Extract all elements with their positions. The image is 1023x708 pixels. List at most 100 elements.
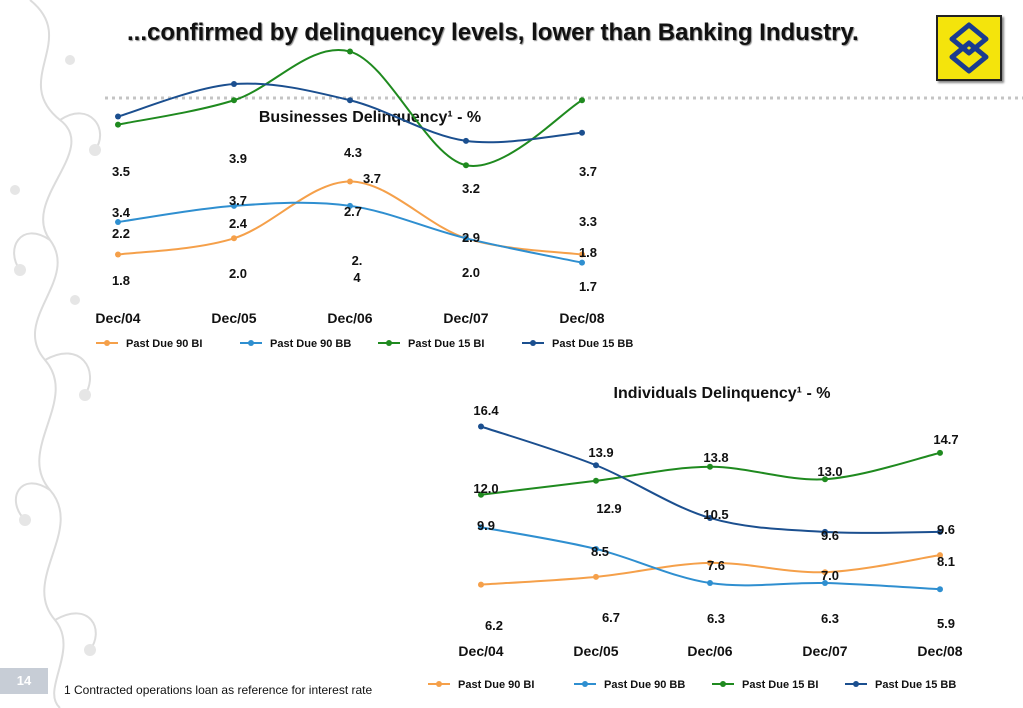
data-point (579, 251, 585, 258)
legend-label: Past Due 15 BB (875, 679, 956, 691)
legend-marker (436, 681, 442, 687)
data-point (463, 162, 469, 169)
legend-marker (582, 681, 588, 687)
data-point (937, 586, 943, 593)
data-point (822, 580, 828, 587)
legend-label: Past Due 15 BI (408, 338, 484, 350)
data-label: 6.2 (485, 618, 503, 633)
data-point (463, 235, 469, 242)
data-label: 3.9 (229, 151, 247, 166)
floral-ornament-icon (10, 0, 101, 708)
data-label: 3.7 (363, 171, 381, 186)
data-label: 6.3 (707, 611, 725, 626)
data-point (463, 137, 469, 144)
data-point (231, 81, 237, 88)
legend-item: Past Due 15 BI (378, 338, 484, 350)
x-tick-label: Dec/04 (95, 310, 140, 326)
chart-businesses: Businesses Delinquency¹ - % 3.5 3.4 2.2 1.8 3… (95, 48, 633, 350)
legend-marker (248, 340, 254, 346)
data-point (593, 573, 599, 580)
data-label: 2.7 (344, 204, 362, 219)
data-point (347, 48, 353, 55)
data-point (579, 129, 585, 136)
data-label: 16.4 (473, 403, 499, 418)
data-label: 9.6 (937, 522, 955, 537)
x-tick-label: Dec/05 (211, 310, 256, 326)
data-point (231, 202, 237, 209)
data-point (593, 462, 599, 469)
data-point (593, 545, 599, 552)
legend-item: Past Due 90 BB (240, 338, 351, 350)
data-point (707, 463, 713, 470)
x-tick-label: Dec/08 (559, 310, 604, 326)
data-point (707, 514, 713, 521)
data-label: 2.2 (112, 226, 130, 241)
data-point (231, 97, 237, 104)
chart-title: Individuals Delinquency¹ - % (614, 385, 831, 402)
data-point (822, 528, 828, 535)
legend-label: Past Due 90 BI (458, 679, 534, 691)
legend-marker (386, 340, 392, 346)
x-tick-label: Dec/07 (802, 643, 847, 659)
legend-label: Past Due 90 BB (604, 679, 685, 691)
data-label: 2.0 (229, 266, 247, 281)
data-label: 12.0 (473, 481, 498, 496)
banco-do-brasil-logo-icon (936, 15, 1002, 81)
data-label: 13.0 (817, 464, 842, 479)
data-point (347, 178, 353, 185)
data-label: 3.5 (112, 164, 130, 179)
data-label: 1.7 (579, 279, 597, 294)
data-point (115, 113, 121, 120)
data-point (478, 423, 484, 430)
series-line-past-due-15-bi (117, 48, 583, 167)
data-label: 7.6 (707, 558, 725, 573)
data-label: 10.5 (703, 507, 728, 522)
legend-label: Past Due 15 BB (552, 338, 633, 350)
data-label: 12.9 (596, 501, 621, 516)
legend-marker (720, 681, 726, 687)
data-point (707, 559, 713, 566)
data-label: 8.1 (937, 554, 955, 569)
legend-label: Past Due 90 BI (126, 338, 202, 350)
data-label: 3.7 (229, 193, 247, 208)
data-label: 5.9 (937, 616, 955, 631)
legend-item: Past Due 15 BB (845, 679, 956, 691)
data-label: 9.9 (477, 518, 495, 533)
data-label: 3.2 (462, 181, 480, 196)
data-point (593, 477, 599, 484)
data-point (937, 528, 943, 535)
data-label: 6.7 (602, 610, 620, 625)
x-tick-label: Dec/06 (327, 310, 372, 326)
data-label: 8.5 (591, 544, 609, 559)
x-tick-label: Dec/07 (443, 310, 488, 326)
legend-label: Past Due 90 BB (270, 338, 351, 350)
data-point (478, 581, 484, 588)
data-label: 13.8 (703, 450, 728, 465)
chart-title: Businesses Delinquency¹ - % (259, 109, 481, 126)
data-point (579, 259, 585, 266)
page-number: 14 (0, 668, 48, 694)
data-label: 2.4 (229, 216, 248, 231)
data-label: 9.6 (821, 528, 839, 543)
data-label: 4.3 (344, 145, 362, 160)
legend-item: Past Due 90 BI (96, 338, 202, 350)
data-label: 2.9 (462, 230, 480, 245)
data-label: 6.3 (821, 611, 839, 626)
data-label: 1.8 (579, 245, 597, 260)
data-point (347, 202, 353, 209)
legend-item: Past Due 90 BI (428, 679, 534, 691)
data-point (937, 449, 943, 456)
legend-item: Past Due 15 BB (522, 338, 633, 350)
data-point (231, 235, 237, 242)
x-tick-label: Dec/08 (917, 643, 962, 659)
footnote: 1 Contracted operations loan as referenc… (64, 683, 373, 697)
data-label: 2.0 (462, 265, 480, 280)
data-label: 3.4 (112, 205, 131, 220)
data-point (937, 552, 943, 559)
x-tick-label: Dec/04 (458, 643, 503, 659)
legend-marker (853, 681, 859, 687)
data-label: 7.0 (821, 568, 839, 583)
data-point (478, 524, 484, 531)
dotted-divider (105, 96, 1023, 100)
legend-item: Past Due 15 BI (712, 679, 818, 691)
